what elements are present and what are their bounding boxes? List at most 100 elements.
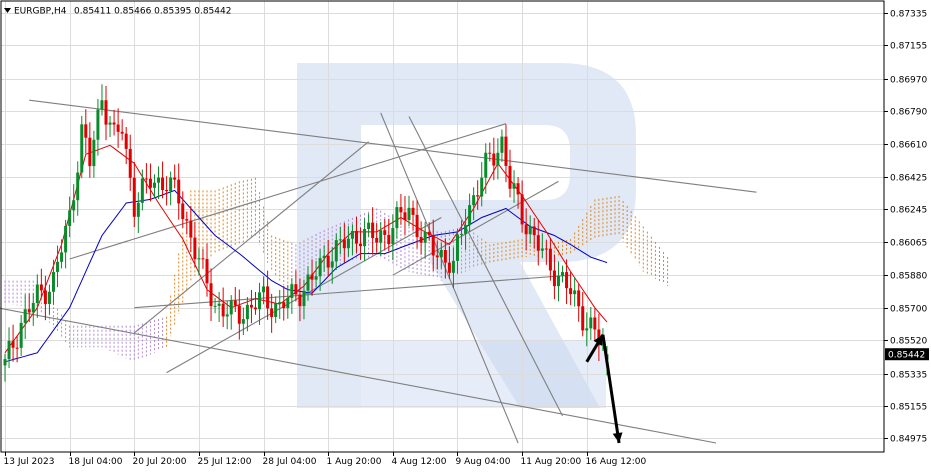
candle-body [7,340,11,360]
candle [116,108,120,148]
candle [484,143,488,194]
y-tick-label: 0.86425 [890,174,927,184]
candle [504,124,508,183]
candle-body [379,230,383,243]
candle-body [201,258,205,260]
tenkan-line-path [4,144,608,354]
candle [80,115,84,179]
candle [581,291,585,337]
candle-body [455,234,459,261]
candle-body [282,302,286,309]
candle [152,174,156,198]
candle-body [544,248,548,250]
candle-body [593,317,597,330]
candle [367,213,371,237]
x-tick-label: 1 Aug 20:00 [327,457,382,467]
candle-body [451,260,455,273]
candle-body [310,274,314,280]
dropdown-triangle-icon[interactable] [4,8,11,13]
candle-body [245,304,249,320]
candle [100,84,104,116]
candle [350,224,354,255]
candle [177,163,181,220]
candle-body [302,290,306,307]
candle-body [334,240,338,262]
candle [7,327,11,369]
candle [108,115,112,138]
candle-body [88,137,92,167]
candle-body [286,297,290,309]
candle-body [427,231,431,236]
candle [544,239,548,265]
candle-body [173,177,177,180]
candle [464,208,468,250]
y-tick-label: 0.85700 [890,305,927,315]
candle-body [447,262,451,273]
candle [140,169,144,211]
candle-body [589,317,593,329]
candle [27,293,31,323]
candle [310,259,314,296]
candle-body [439,250,443,258]
candle [241,307,245,336]
candle-body [577,290,581,307]
y-tick-label: 0.87155 [890,42,927,52]
candle-body [419,237,423,243]
candle [185,211,189,235]
candle [431,219,435,272]
candle [51,259,55,305]
candle [278,289,282,319]
candle [282,285,286,321]
candle-body [56,261,60,272]
candle-body [468,205,472,226]
candle [11,324,15,362]
candle [84,109,88,154]
candle-body [561,272,565,276]
candle-body [181,203,185,220]
candle-body [193,237,197,260]
candle [31,293,35,326]
candle-body [11,340,15,348]
candle [338,226,342,255]
candle-body [108,122,112,125]
candle [205,243,209,297]
candle-body [500,136,504,153]
candle [213,298,217,314]
y-tick-label: 0.85155 [890,403,927,413]
candle [318,249,322,291]
candle [294,270,298,302]
candle-body [383,230,387,235]
y-tick-label: 0.86245 [890,206,927,216]
forecast-arrow-head [612,432,623,443]
candle [258,282,262,325]
candle-body [270,308,274,317]
forecast-arrows [585,333,623,444]
candle-body [39,284,43,291]
candle [573,277,577,307]
candle [565,259,569,305]
candle [112,109,116,136]
candle-body [165,189,169,192]
candle-body [132,177,136,217]
chart-header: EURGBP,H4 0.85411 0.85466 0.85395 0.8544… [4,7,231,17]
candle-body [92,139,96,167]
candle-body [540,248,544,251]
candle-body [225,314,229,317]
candle-body [524,224,528,235]
candle-body [391,228,395,245]
candle-body [262,286,266,293]
candle-body [60,252,64,262]
candle-body [274,303,278,317]
candle [221,287,225,328]
candle-body [492,153,496,166]
candle [476,180,480,210]
candle [165,176,169,206]
candle-body [157,177,161,183]
candle [391,214,395,261]
candle-body [31,302,35,313]
candle-body [476,195,480,197]
candle-body [112,122,116,125]
candle-body [363,228,367,247]
candle [439,242,443,269]
